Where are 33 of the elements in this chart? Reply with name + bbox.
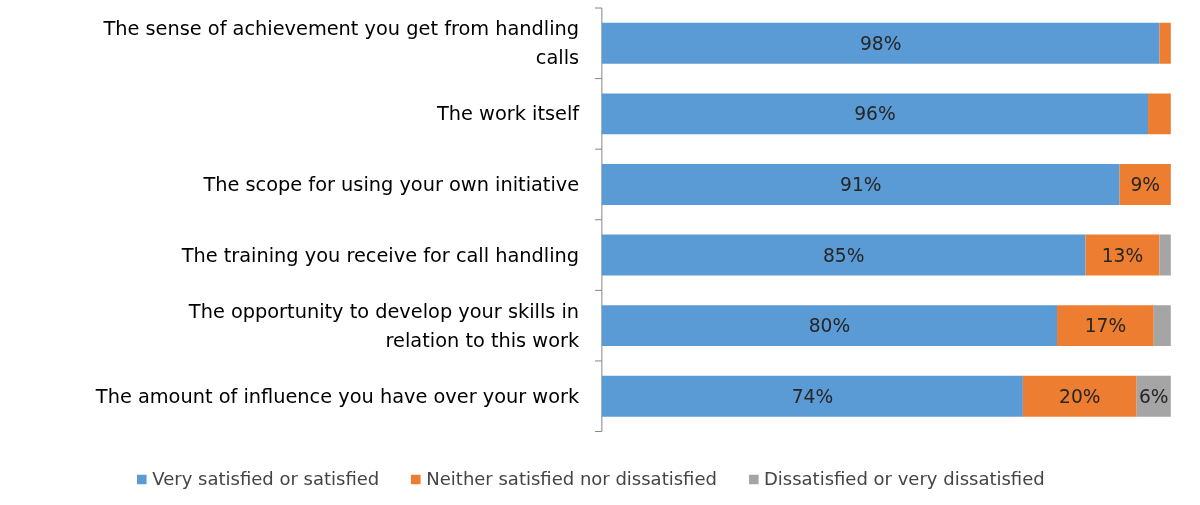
data-label: 96%	[854, 103, 896, 125]
bar	[1153, 305, 1171, 347]
data-label: 91%	[840, 173, 882, 195]
bar	[1057, 305, 1154, 347]
y-tick-label: The opportunity to develop your skills in relation to this work	[187, 299, 580, 352]
data-label: 17%	[1084, 315, 1127, 337]
y-tick-label: The work itself	[436, 102, 581, 126]
data-label: 6%	[1138, 385, 1169, 407]
data-label: 74%	[791, 385, 834, 407]
bar	[1148, 93, 1171, 135]
bar	[601, 93, 1149, 135]
bar	[601, 234, 1086, 276]
bar	[601, 305, 1058, 347]
data-label: 20%	[1059, 385, 1101, 407]
bar	[1159, 234, 1171, 276]
bar	[601, 375, 1023, 417]
bar	[1159, 22, 1171, 64]
y-tick-label: The amount of influence you have over your work	[94, 384, 580, 408]
y-tick-label: The sense of achievement you get from handling calls	[102, 17, 580, 70]
data-label: 13%	[1101, 244, 1144, 266]
data-label: 98%	[859, 32, 902, 54]
data-label: 80%	[808, 315, 851, 337]
bar	[601, 164, 1120, 205]
y-tick-label: The scope for using your own initiative	[202, 172, 580, 196]
y-tick-label: The training you receive for call handling	[180, 243, 580, 267]
legend-label: Very satisfied or satisfied	[152, 468, 380, 489]
bar	[1022, 375, 1137, 417]
data-label: 85%	[822, 244, 865, 266]
legend-label: Dissatisfied or very dissatisfied	[763, 468, 1045, 489]
bar	[1085, 234, 1160, 276]
data-label: 9%	[1130, 173, 1161, 195]
bar	[601, 22, 1160, 64]
legend-label: Neither satisfied nor dissatisfied	[426, 468, 717, 489]
